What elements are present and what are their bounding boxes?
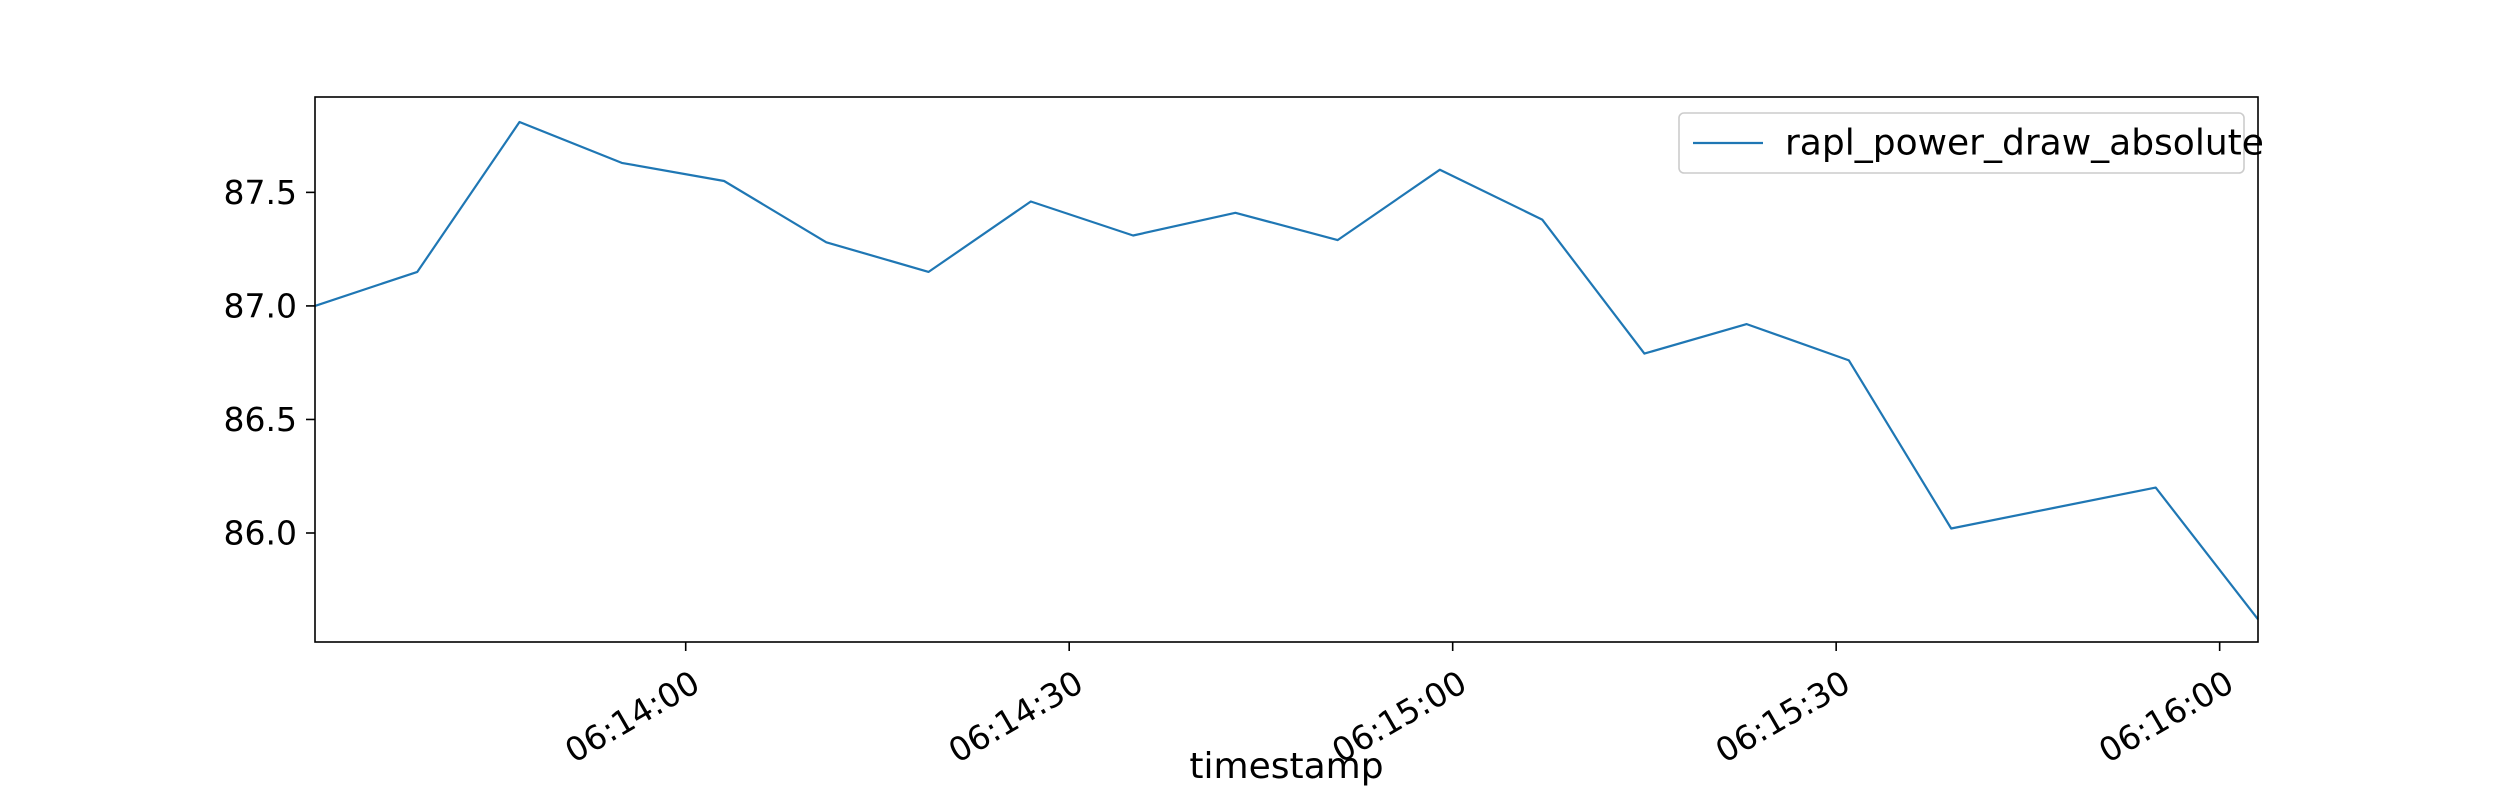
y-tick-label: 87.0 [224,286,297,325]
y-tick-label: 87.5 [224,173,297,212]
y-axis: 86.0 86.5 87.0 87.5 [224,173,315,553]
series-line-rapl-power-draw-absolute [314,120,2259,620]
plot-frame [314,96,2259,643]
y-tick-label: 86.0 [224,514,297,553]
legend: rapl_power_draw_absolute [1678,112,2264,174]
legend-box [1678,112,2245,174]
x-axis-title: timestamp [1189,746,1383,787]
y-tick-label: 86.5 [224,400,297,439]
series-layer [314,120,2259,620]
legend-label-rapl-power-draw-absolute: rapl_power_draw_absolute [1785,123,2264,164]
